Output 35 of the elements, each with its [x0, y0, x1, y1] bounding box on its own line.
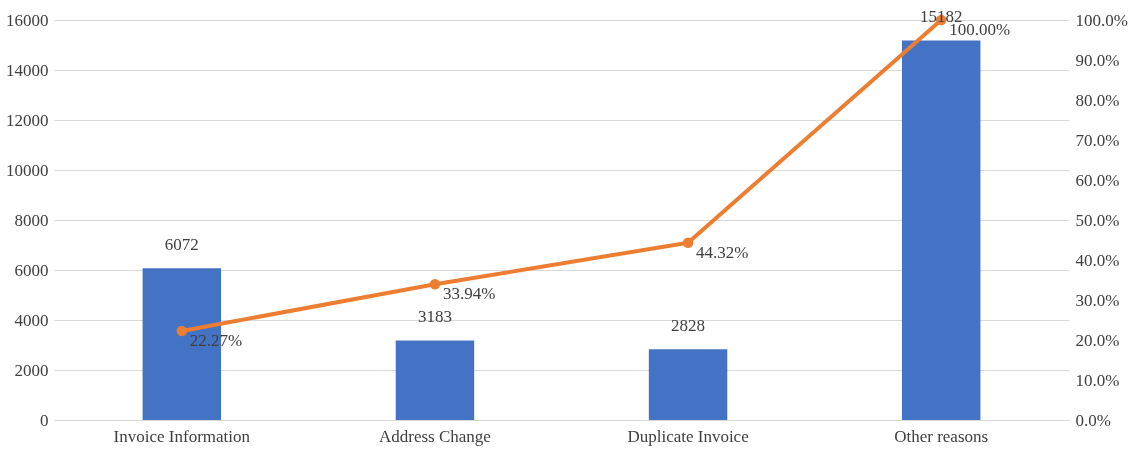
y2-tick-label: 100.0% — [1075, 10, 1128, 30]
y-tick-label: 4000 — [14, 310, 49, 330]
data-label: 6072 — [164, 235, 199, 255]
x-tick-label: Address Change — [378, 426, 491, 446]
y-tick-label: 0 — [40, 410, 49, 430]
x-tick-label: Invoice Information — [113, 426, 251, 446]
y-tick-label: 10000 — [6, 160, 49, 180]
y-tick-label: 12000 — [6, 110, 49, 130]
point — [176, 325, 188, 337]
y2-tick-label: 40.0% — [1075, 250, 1120, 270]
x-tick-label: Duplicate Invoice — [627, 426, 749, 446]
data-label: 33.94% — [442, 284, 496, 304]
y2-tick-label: 90.0% — [1075, 50, 1120, 70]
y2-tick-label: 60.0% — [1075, 170, 1120, 190]
data-label: 3183 — [417, 307, 452, 327]
y-tick-label: 2000 — [14, 360, 49, 380]
point — [429, 279, 441, 290]
y2-tick-label: 30.0% — [1075, 290, 1120, 310]
x-tick-label: Other reasons — [894, 426, 989, 446]
y-tick-label: 6000 — [14, 260, 49, 280]
y-tick-label: 16000 — [6, 10, 49, 30]
y-tick-label: 8000 — [14, 210, 49, 230]
bar — [648, 349, 728, 420]
data-label: 44.32% — [696, 242, 749, 262]
y2-tick-label: 50.0% — [1075, 210, 1120, 230]
y2-tick-label: 0.0% — [1075, 410, 1111, 430]
y-tick-label: 14000 — [6, 60, 49, 80]
y2-tick-label: 10.0% — [1075, 370, 1120, 390]
bar — [901, 40, 981, 420]
y2-tick-label: 70.0% — [1075, 130, 1120, 150]
y2-tick-label: 20.0% — [1075, 330, 1120, 350]
bar — [395, 340, 475, 420]
point — [682, 237, 694, 248]
y2-tick-label: 80.0% — [1075, 90, 1120, 110]
data-label: 2828 — [671, 316, 706, 336]
